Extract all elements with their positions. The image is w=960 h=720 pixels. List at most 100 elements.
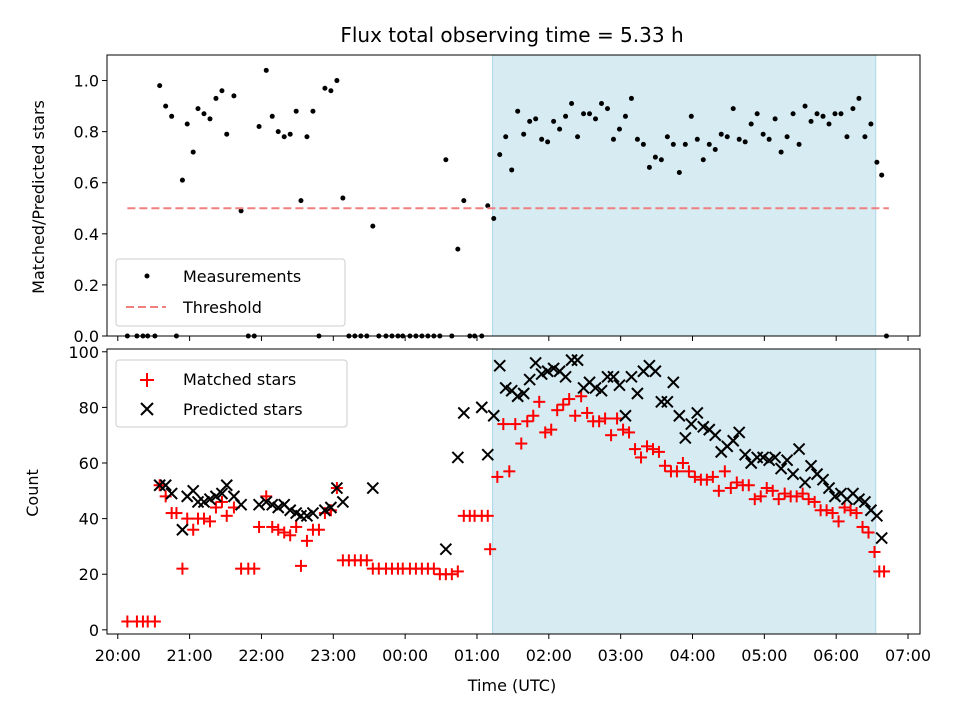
predicted-point <box>828 490 842 503</box>
predicted-point <box>589 381 602 395</box>
measurement-point <box>593 116 599 122</box>
x-tick-label: 22:00 <box>238 646 284 665</box>
predicted-point <box>499 381 512 395</box>
y-tick-label: 1.0 <box>74 72 99 91</box>
matched-point <box>170 507 183 520</box>
matched-point <box>712 484 725 497</box>
predicted-point <box>187 484 200 498</box>
y-tick-label: 0.4 <box>74 225 99 244</box>
top-plot-marks <box>124 67 889 339</box>
bottom-axes-frame <box>106 348 921 635</box>
matched-point <box>611 412 624 425</box>
measurement-point <box>808 118 814 124</box>
matched-point <box>203 515 216 528</box>
matched-point <box>284 529 297 542</box>
measurement-point <box>622 113 628 119</box>
measurement-point <box>874 159 880 165</box>
predicted-point <box>283 504 297 517</box>
measurement-point <box>256 124 262 130</box>
measurement-point <box>207 116 213 122</box>
measurement-point <box>263 67 269 73</box>
measurement-point <box>658 157 664 163</box>
measurement-point <box>868 121 874 127</box>
measurement-point <box>184 121 190 127</box>
predicted-point <box>159 479 172 492</box>
matched-point <box>581 406 594 419</box>
predicted-point <box>625 370 638 384</box>
measurement-point <box>826 121 832 127</box>
predicted-point <box>165 487 178 500</box>
matched-point <box>148 615 161 628</box>
measurement-point <box>694 136 700 142</box>
y-tick-label: 20 <box>79 565 99 584</box>
measurement-point <box>628 95 634 101</box>
measurement-point <box>814 111 820 117</box>
predicted-point <box>679 431 692 445</box>
measurement-point <box>443 157 449 163</box>
measurement-point <box>760 131 766 137</box>
matched-point <box>682 465 695 478</box>
x-tick-label: 23:00 <box>310 646 356 665</box>
measurement-point <box>879 172 885 178</box>
matched-point <box>850 507 863 520</box>
x-tick-label: 00:00 <box>382 646 428 665</box>
predicted-point <box>768 451 782 464</box>
predicted-point <box>529 356 542 370</box>
measurement-point <box>581 111 587 117</box>
predicted-point <box>607 370 620 384</box>
measurement-point <box>157 83 163 89</box>
matched-point <box>878 565 891 578</box>
measurement-point <box>491 215 497 221</box>
matched-point <box>491 470 504 483</box>
measurement-point <box>850 106 856 112</box>
top-shaded-span <box>492 55 876 336</box>
measurement-point <box>503 134 509 140</box>
predicted-point <box>870 509 884 523</box>
bottom-y-axis: 0 20 40 60 80 100 <box>68 343 107 640</box>
legend-measurements-marker <box>144 273 150 279</box>
predicted-point <box>661 395 674 409</box>
measurement-point <box>634 136 640 142</box>
matched-point <box>563 393 576 406</box>
predicted-point <box>697 420 710 434</box>
matched-point <box>593 415 606 428</box>
matched-point <box>360 554 373 567</box>
matched-point <box>676 457 689 469</box>
predicted-point <box>176 523 189 536</box>
legend-threshold-label: Threshold <box>182 298 262 317</box>
measurement-point <box>730 106 736 112</box>
legend-predicted-label: Predicted stars <box>183 400 303 419</box>
y-tick-label: 0.0 <box>74 327 99 346</box>
matched-point <box>209 501 222 514</box>
measurement-point <box>231 93 237 99</box>
predicted-point <box>786 467 800 481</box>
matched-point <box>646 443 659 456</box>
matched-point <box>766 484 779 497</box>
matched-point <box>509 418 522 431</box>
predicted-point <box>780 454 794 467</box>
predicted-point <box>260 495 273 509</box>
predicted-point <box>203 492 217 506</box>
matched-point <box>724 482 737 495</box>
matched-point <box>718 465 731 478</box>
measurement-point <box>718 131 724 137</box>
predicted-point <box>619 409 632 422</box>
measurement-point <box>832 111 838 117</box>
x-tick-label: 04:00 <box>669 646 715 665</box>
matched-point <box>220 509 233 522</box>
measurement-point <box>856 95 862 101</box>
matched-point <box>290 520 303 533</box>
measurement-point <box>563 113 569 119</box>
x-tick-label: 01:00 <box>454 646 500 665</box>
matched-point <box>623 426 636 439</box>
matched-point <box>730 476 743 489</box>
measurement-point <box>557 126 563 132</box>
matched-point <box>808 495 821 508</box>
predicted-point <box>266 498 279 511</box>
measurement-point <box>599 101 605 107</box>
x-tick-label: 06:00 <box>813 646 859 665</box>
matched-point <box>688 470 701 483</box>
matched-point <box>742 479 755 492</box>
matched-point <box>294 559 307 572</box>
